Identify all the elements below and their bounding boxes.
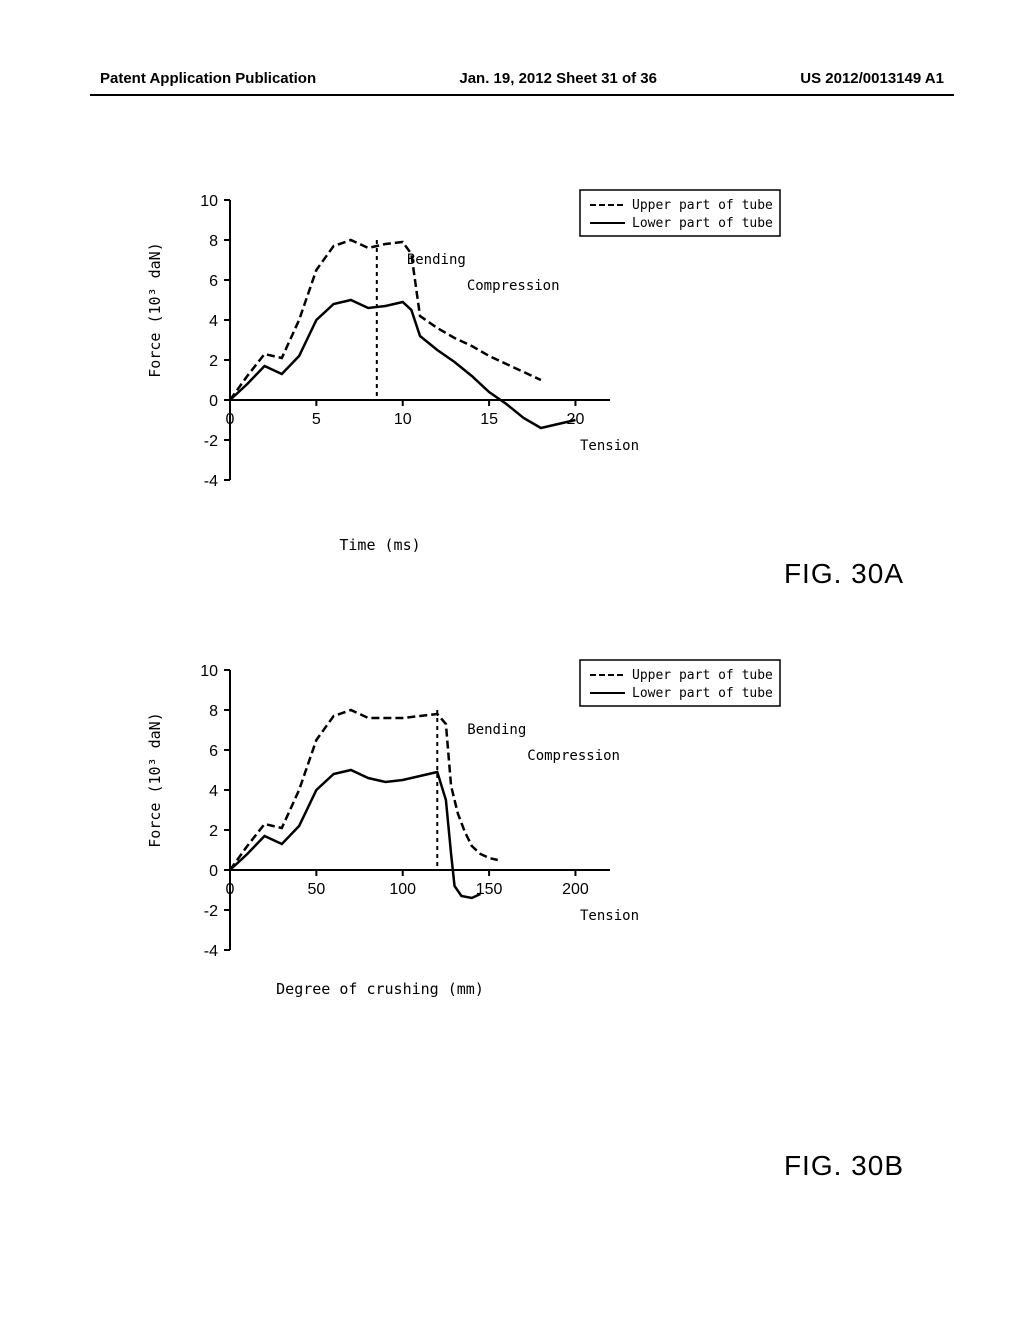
fig-b-label: FIG. 30B — [784, 1150, 904, 1182]
svg-text:10: 10 — [394, 411, 412, 428]
svg-text:2: 2 — [209, 823, 218, 840]
svg-text:-4: -4 — [204, 943, 218, 960]
svg-text:Compression: Compression — [527, 748, 620, 764]
svg-text:Bending: Bending — [407, 252, 466, 268]
svg-text:20: 20 — [567, 411, 585, 428]
svg-text:Time (ms): Time (ms) — [339, 536, 420, 554]
svg-text:-2: -2 — [204, 903, 218, 920]
svg-text:Bending: Bending — [467, 722, 526, 738]
svg-text:4: 4 — [209, 313, 218, 330]
svg-text:15: 15 — [480, 411, 498, 428]
svg-text:Upper part of tube: Upper part of tube — [632, 668, 773, 683]
header-left: Patent Application Publication — [100, 70, 316, 87]
svg-text:100: 100 — [389, 881, 416, 898]
chart-b-svg: -4-20246810050100150200Force (10³ daN)De… — [110, 650, 810, 1030]
header-divider — [90, 94, 954, 96]
svg-text:6: 6 — [209, 743, 218, 760]
chart-b-container: -4-20246810050100150200Force (10³ daN)De… — [110, 650, 810, 1035]
svg-text:Upper part of tube: Upper part of tube — [632, 198, 773, 213]
svg-text:5: 5 — [312, 411, 321, 428]
svg-text:8: 8 — [209, 703, 218, 720]
svg-text:200: 200 — [562, 881, 589, 898]
svg-text:2: 2 — [209, 353, 218, 370]
svg-text:8: 8 — [209, 233, 218, 250]
svg-text:Compression: Compression — [467, 278, 560, 294]
svg-text:Force (10³ daN): Force (10³ daN) — [146, 712, 164, 847]
svg-text:0: 0 — [209, 863, 218, 880]
svg-text:Tension: Tension — [580, 438, 639, 454]
svg-text:4: 4 — [209, 783, 218, 800]
svg-text:0: 0 — [226, 881, 235, 898]
svg-text:0: 0 — [209, 393, 218, 410]
svg-text:10: 10 — [200, 663, 218, 680]
svg-text:6: 6 — [209, 273, 218, 290]
header-center: Jan. 19, 2012 Sheet 31 of 36 — [459, 70, 657, 87]
chart-a-svg: -4 -2 0 2 4 6 8 10 0 5 10 15 20 Force (10³ daN) Time (… — [110, 180, 810, 560]
svg-text:Tension: Tension — [580, 908, 639, 924]
svg-text:-2: -2 — [204, 433, 218, 450]
svg-text:Lower part of tube: Lower part of tube — [632, 686, 773, 701]
svg-text:Lower part of tube: Lower part of tube — [632, 216, 773, 231]
header-right: US 2012/0013149 A1 — [800, 70, 944, 87]
svg-text:-4: -4 — [204, 473, 218, 490]
svg-text:0: 0 — [226, 411, 235, 428]
svg-text:Degree of crushing (mm): Degree of crushing (mm) — [276, 980, 484, 998]
svg-text:10: 10 — [200, 193, 218, 210]
svg-text:Force (10³ daN): Force (10³ daN) — [146, 242, 164, 377]
chart-a-container: -4 -2 0 2 4 6 8 10 0 5 10 15 20 Force (10³ daN) Time (… — [110, 180, 810, 565]
svg-text:50: 50 — [307, 881, 325, 898]
fig-a-label: FIG. 30A — [784, 558, 904, 590]
